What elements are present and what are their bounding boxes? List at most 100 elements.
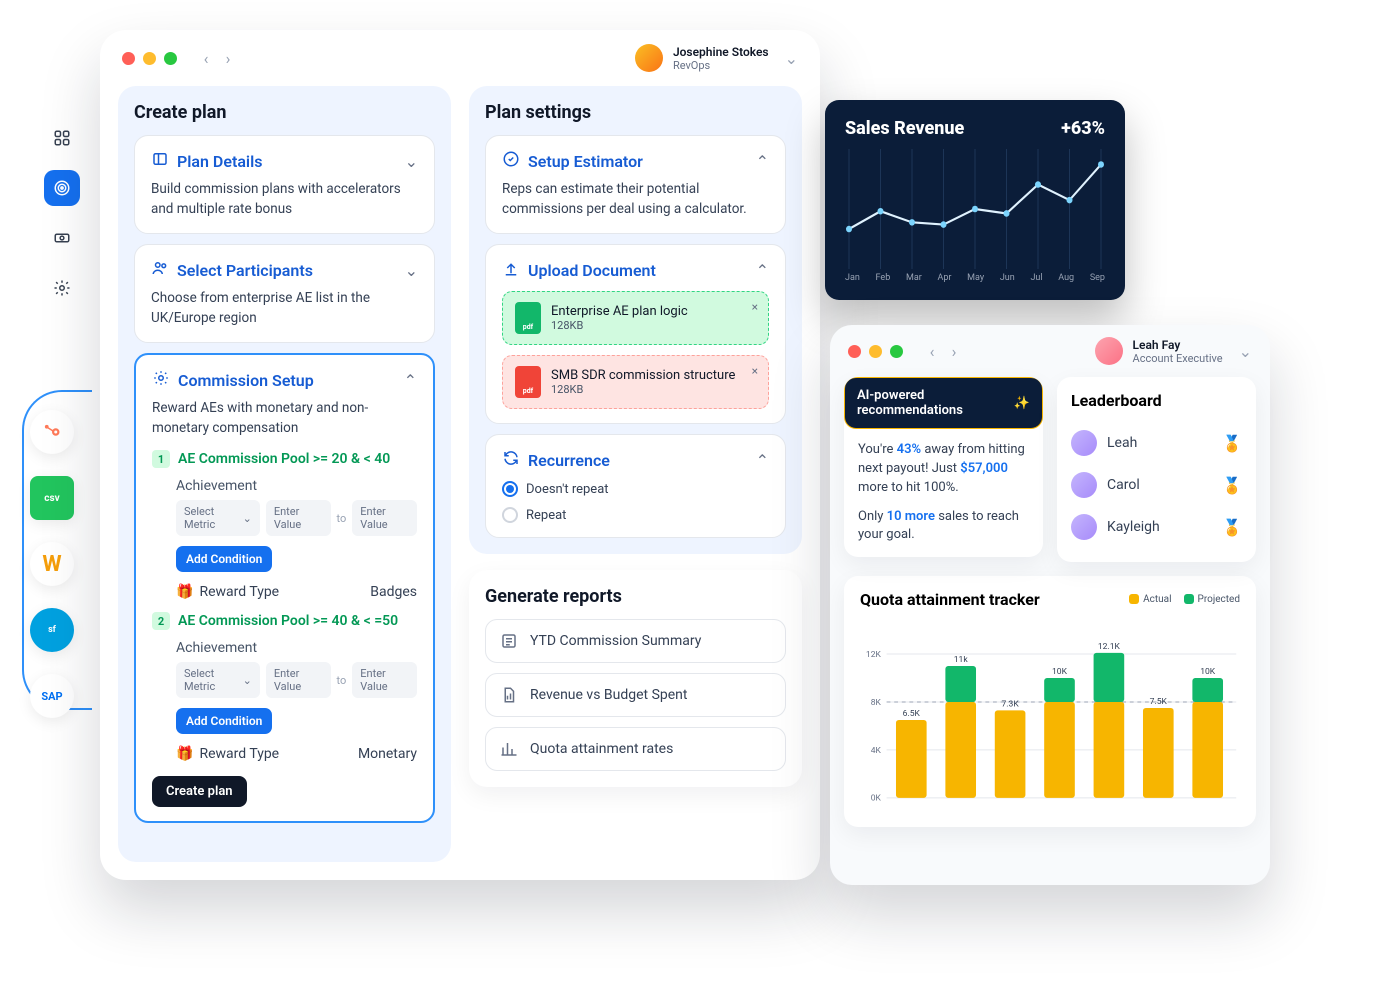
ai-pill-label: AI-powered recommendations	[857, 388, 1008, 418]
nav-target[interactable]	[44, 170, 80, 206]
nav-cash[interactable]	[44, 220, 80, 256]
upload-document-card: Upload Document ⌃ pdfEnterprise AE plan …	[485, 244, 786, 424]
close-dot[interactable]	[848, 345, 861, 358]
sales-revenue-card: Sales Revenue +63% JanFebMarAprMayJunJul…	[825, 100, 1125, 300]
reward-type-row[interactable]: 🎁 Reward TypeMonetary	[176, 746, 417, 762]
max-dot[interactable]	[890, 345, 903, 358]
file-name: Enterprise AE plan logic	[551, 304, 688, 319]
integration-csv[interactable]: csv	[30, 476, 74, 520]
leaderboard-row[interactable]: Kayleigh🏅	[1071, 506, 1242, 548]
setup-estimator-card[interactable]: Setup Estimator ⌃ Reps can estimate thei…	[485, 135, 786, 234]
plan-details-sub: Build commission plans with accelerators…	[151, 180, 418, 219]
medal-icon: 🏅	[1222, 518, 1242, 537]
setup-estimator-title: Setup Estimator	[528, 152, 748, 171]
nav-back[interactable]: ‹	[197, 49, 215, 67]
ae-window: ‹ › Leah Fay Account Executive ⌄ AI-powe…	[830, 325, 1270, 885]
svg-text:8K: 8K	[871, 698, 882, 708]
min-dot[interactable]	[143, 52, 156, 65]
svg-text:12.1K: 12.1K	[1098, 642, 1121, 652]
recurrence-option[interactable]: Repeat	[502, 507, 769, 523]
svg-text:10K: 10K	[1052, 667, 1068, 677]
nav-forward[interactable]: ›	[945, 342, 963, 360]
file-name: SMB SDR commission structure	[551, 368, 735, 383]
report-icon	[500, 632, 520, 650]
radio-icon	[502, 507, 518, 523]
enter-value-input[interactable]: Enter Value	[266, 662, 331, 698]
select-participants-title: Select Participants	[177, 261, 397, 280]
nav-dashboard[interactable]	[44, 120, 80, 156]
ae-user-chip[interactable]: Leah Fay Account Executive ⌄	[1095, 337, 1252, 365]
select-participants-card[interactable]: Select Participants ⌄ Choose from enterp…	[134, 244, 435, 343]
select-metric-input[interactable]: Select Metric ⌄	[176, 662, 260, 698]
report-row[interactable]: Revenue vs Budget Spent	[485, 673, 786, 717]
remove-file-icon[interactable]: ×	[752, 300, 758, 314]
svg-text:6.5K: 6.5K	[903, 709, 921, 719]
nav-settings[interactable]	[44, 270, 80, 306]
create-plan-panel: Create plan Plan Details ⌄ Build commiss…	[118, 86, 451, 862]
integration-hubspot[interactable]	[30, 410, 74, 454]
add-condition-button[interactable]: Add Condition	[176, 708, 272, 734]
reward-type-row[interactable]: 🎁 Reward TypeBadges	[176, 584, 417, 600]
svg-text:10K: 10K	[1200, 667, 1216, 677]
uploaded-file[interactable]: pdfEnterprise AE plan logic128KB×	[502, 291, 769, 345]
integration-sap[interactable]: SAP	[30, 674, 74, 718]
max-dot[interactable]	[164, 52, 177, 65]
ai-recommendations-card: AI-powered recommendations ✨ You're 43% …	[844, 377, 1043, 557]
medal-icon: 🏅	[1222, 434, 1242, 453]
select-metric-input[interactable]: Select Metric ⌄	[176, 500, 260, 536]
add-condition-button[interactable]: Add Condition	[176, 546, 272, 572]
quota-legend: Actual Projected	[1129, 594, 1240, 605]
enter-value-input[interactable]: Enter Value	[266, 500, 331, 536]
plan-settings-panel: Plan settings Setup Estimator ⌃ Reps can…	[469, 86, 802, 554]
leaderboard-row[interactable]: Carol🏅	[1071, 464, 1242, 506]
svg-text:4K: 4K	[871, 746, 882, 756]
integration-workday[interactable]: W	[30, 542, 74, 586]
nav-back[interactable]: ‹	[923, 342, 941, 360]
create-plan-button[interactable]: Create plan	[152, 776, 247, 807]
enter-value-input[interactable]: Enter Value	[352, 662, 417, 698]
uploaded-file[interactable]: pdfSMB SDR commission structure128KB×	[502, 355, 769, 409]
enter-value-input[interactable]: Enter Value	[352, 500, 417, 536]
report-row[interactable]: Quota attainment rates	[485, 727, 786, 771]
sales-revenue-delta: +63%	[1061, 118, 1105, 139]
plan-details-card[interactable]: Plan Details ⌄ Build commission plans wi…	[134, 135, 435, 234]
svg-text:12K: 12K	[866, 650, 882, 660]
to-label: to	[337, 512, 347, 525]
report-row[interactable]: YTD Commission Summary	[485, 619, 786, 663]
recurrence-title: Recurrence	[528, 451, 748, 470]
ae-user-name: Leah Fay	[1133, 338, 1223, 352]
min-dot[interactable]	[869, 345, 882, 358]
setup-estimator-sub: Reps can estimate their potential commis…	[502, 180, 769, 219]
leaderboard-row[interactable]: Leah🏅	[1071, 422, 1242, 464]
nav-forward[interactable]: ›	[219, 49, 237, 67]
users-icon	[151, 259, 169, 281]
close-dot[interactable]	[122, 52, 135, 65]
chevron-up-icon[interactable]: ⌃	[756, 261, 769, 280]
pool-label: 1AE Commission Pool >= 20 & < 40	[152, 450, 417, 468]
leaderboard-title: Leaderboard	[1071, 391, 1242, 410]
chevron-up-icon: ⌃	[756, 152, 769, 171]
gift-icon: 🎁	[176, 584, 193, 600]
user-role: RevOps	[673, 59, 769, 72]
remove-file-icon[interactable]: ×	[752, 364, 758, 378]
integration-salesforce[interactable]: sf	[30, 608, 74, 652]
generate-reports-card: Generate reports YTD Commission SummaryR…	[469, 570, 802, 787]
chevron-up-icon[interactable]: ⌃	[756, 451, 769, 470]
layout-icon	[151, 150, 169, 172]
user-meta: Josephine Stokes RevOps	[673, 45, 769, 72]
select-participants-sub: Choose from enterprise AE list in the UK…	[151, 289, 418, 328]
sales-months-axis: JanFebMarAprMayJunJulAugSep	[845, 273, 1105, 283]
hubspot-icon	[43, 423, 61, 441]
recurrence-option[interactable]: Doesn't repeat	[502, 481, 769, 497]
ai-pill: AI-powered recommendations ✨	[844, 377, 1043, 429]
svg-text:0K: 0K	[871, 794, 882, 804]
chevron-up-icon[interactable]: ⌃	[404, 371, 417, 390]
user-chip[interactable]: Josephine Stokes RevOps ⌄	[635, 44, 798, 72]
calculator-icon	[502, 150, 520, 172]
legend-actual-swatch	[1129, 594, 1139, 604]
plan-details-title: Plan Details	[177, 152, 397, 171]
quota-bar-chart: 0K4K8K12K6.5K11k7.3K10K12.1K7.5K10K	[860, 619, 1240, 819]
commission-setup-sub: Reward AEs with monetary and non-monetar…	[152, 399, 417, 438]
chevron-down-icon: ⌄	[785, 49, 798, 68]
file-size: 128KB	[551, 383, 735, 396]
